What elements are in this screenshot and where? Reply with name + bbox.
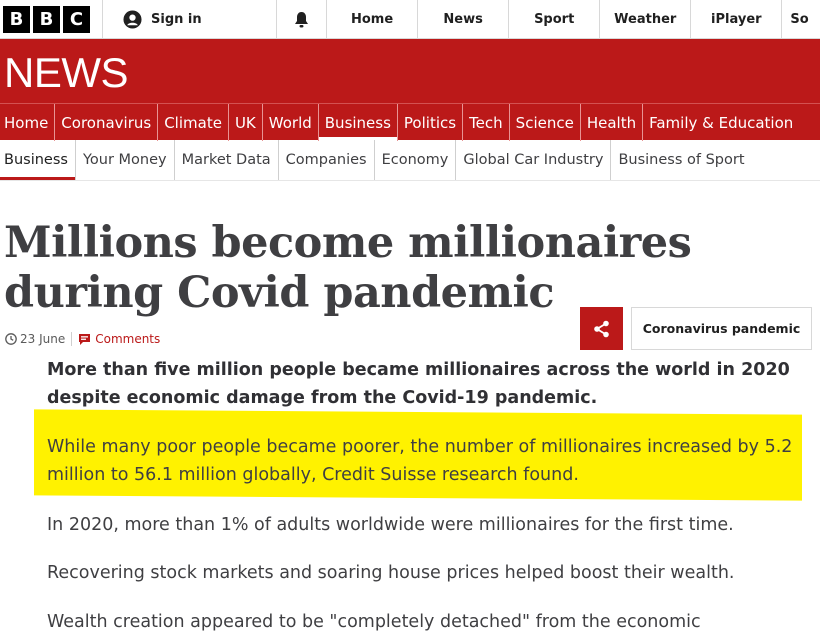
section-tech[interactable]: Tech <box>462 104 509 141</box>
section-science[interactable]: Science <box>508 104 580 141</box>
topnav-weather[interactable]: Weather <box>599 0 690 38</box>
article-paragraph: While many poor people became poorer, th… <box>47 437 793 485</box>
subnav-business-of-sport[interactable]: Business of Sport <box>610 140 751 180</box>
logo-letter: C <box>63 5 90 33</box>
section-health[interactable]: Health <box>579 104 642 141</box>
topnav-sounds[interactable]: So <box>781 0 820 38</box>
comments-link[interactable]: Comments <box>95 332 161 346</box>
section-family-education[interactable]: Family & Education <box>642 104 799 141</box>
notifications-button[interactable] <box>275 0 326 38</box>
subnav-companies[interactable]: Companies <box>277 140 374 180</box>
article-lead: More than five million people became mil… <box>47 360 790 408</box>
article-paragraph: In 2020, more than 1% of adults worldwid… <box>47 515 734 535</box>
subnav-your-money[interactable]: Your Money <box>74 140 174 180</box>
meta-divider <box>71 332 73 346</box>
news-header: NEWS Home Coronavirus Climate UK World B… <box>0 39 820 141</box>
article-paragraph: Wealth creation appeared to be "complete… <box>47 612 701 632</box>
article-paragraph: Recovering stock markets and soaring hou… <box>47 563 735 583</box>
user-icon <box>123 9 142 29</box>
news-logo[interactable]: NEWS <box>4 49 129 96</box>
article-date: 23 June <box>20 332 66 346</box>
topnav-iplayer[interactable]: iPlayer <box>690 0 781 38</box>
section-politics[interactable]: Politics <box>396 104 462 141</box>
subnav-business[interactable]: Business <box>0 140 75 180</box>
section-home[interactable]: Home <box>4 113 49 132</box>
comment-icon[interactable] <box>78 333 91 346</box>
section-coronavirus[interactable]: Coronavirus <box>54 104 157 141</box>
sign-in-label: Sign in <box>151 11 202 27</box>
subnav-global-car-industry[interactable]: Global Car Industry <box>455 140 610 180</box>
topnav-sport[interactable]: Sport <box>508 0 599 38</box>
subnav-market-data[interactable]: Market Data <box>173 140 278 180</box>
share-button[interactable] <box>580 307 623 350</box>
business-subnav: Business Your Money Market Data Companie… <box>0 140 820 181</box>
topic-tag-button[interactable]: Coronavirus pandemic <box>631 307 812 350</box>
bell-icon <box>294 11 308 27</box>
share-icon <box>594 320 609 337</box>
clock-icon <box>5 333 17 345</box>
section-climate[interactable]: Climate <box>157 104 228 141</box>
subnav-economy[interactable]: Economy <box>373 140 456 180</box>
section-uk[interactable]: UK <box>227 104 262 141</box>
bbc-logo[interactable]: B B C <box>0 0 102 38</box>
section-business[interactable]: Business <box>317 104 398 141</box>
top-bar: B B C Sign in Home News Sport Weather iP… <box>0 0 820 39</box>
topnav-home[interactable]: Home <box>326 0 417 38</box>
article-meta: 23 June Comments <box>5 332 160 346</box>
logo-letter: B <box>33 5 60 33</box>
article-headline: Millions become millionaires during Covi… <box>4 218 692 318</box>
sign-in-button[interactable]: Sign in <box>102 0 276 38</box>
logo-letter: B <box>3 5 30 33</box>
section-world[interactable]: World <box>261 104 318 141</box>
topnav-news[interactable]: News <box>417 0 508 38</box>
section-nav: Home Coronavirus Climate UK World Busine… <box>0 103 820 141</box>
